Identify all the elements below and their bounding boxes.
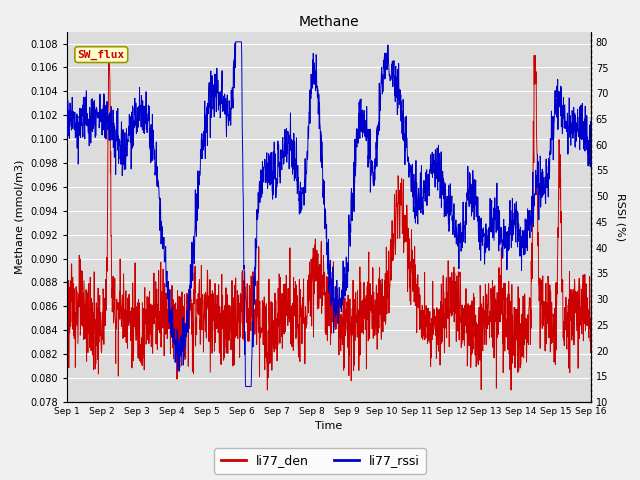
Y-axis label: Methane (mmol/m3): Methane (mmol/m3)	[15, 159, 25, 274]
Text: SW_flux: SW_flux	[77, 49, 125, 60]
Title: Methane: Methane	[299, 15, 360, 29]
X-axis label: Time: Time	[316, 421, 342, 432]
Y-axis label: RSSI (%): RSSI (%)	[615, 192, 625, 241]
Legend: li77_den, li77_rssi: li77_den, li77_rssi	[214, 448, 426, 474]
